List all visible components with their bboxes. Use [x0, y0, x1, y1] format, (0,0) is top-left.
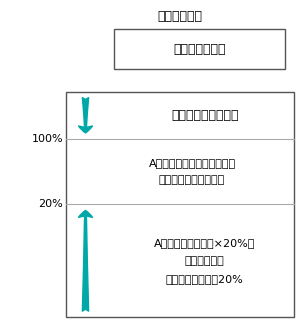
- Text: 〈住宅用地特例率〉: 〈住宅用地特例率〉: [171, 109, 238, 122]
- Text: 固定資産税価格: 固定資産税価格: [173, 43, 226, 56]
- Text: Aが本則課税標準額×20%を: Aが本則課税標準額×20%を: [154, 238, 255, 248]
- Text: 本則課税標準額の20%: 本則課税標準額の20%: [166, 274, 244, 284]
- FancyBboxPatch shape: [114, 29, 285, 69]
- Bar: [66, 92, 294, 317]
- Text: Aが本則課税標準額を上回る: Aが本則課税標準額を上回る: [148, 159, 236, 168]
- Text: 【住宅用地】: 【住宅用地】: [158, 10, 202, 23]
- Text: 20%: 20%: [38, 199, 63, 209]
- Text: 下回る場合は: 下回る場合は: [185, 256, 225, 266]
- Text: 場合は本則課税標準額: 場合は本則課税標準額: [159, 175, 225, 185]
- Text: 100%: 100%: [32, 134, 63, 144]
